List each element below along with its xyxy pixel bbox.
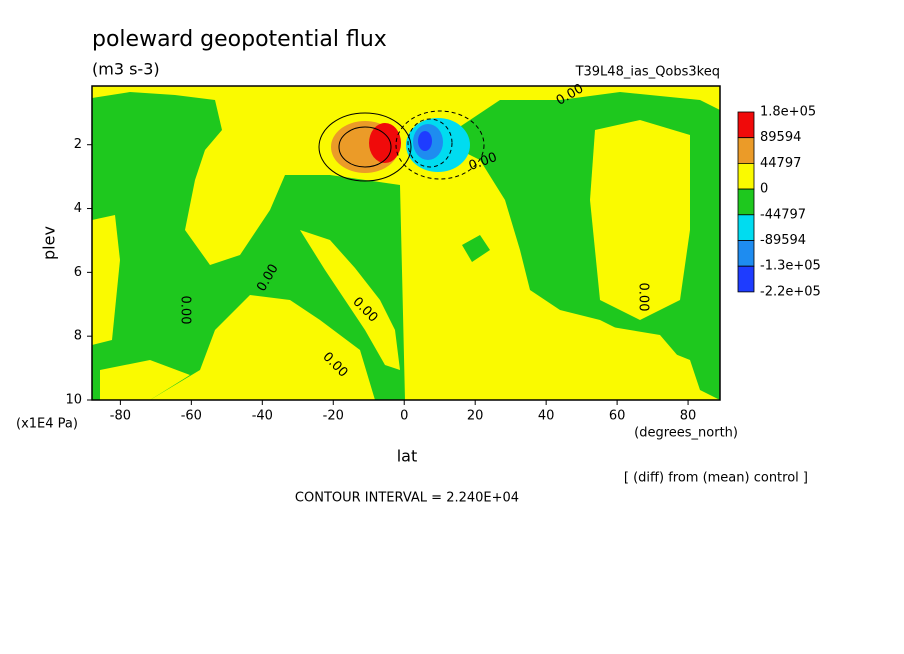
x-tick-label: -60 <box>181 409 202 424</box>
colorbar-label: 44797 <box>760 156 801 171</box>
y-axis-label: plev <box>40 226 59 260</box>
colorbar-label: -1.3e+05 <box>760 259 821 274</box>
y-tick-label: 10 <box>65 393 82 408</box>
x-tick-label: 0 <box>400 409 408 424</box>
colorbar-box <box>737 162 755 190</box>
contour-label: 0.00 <box>178 296 193 325</box>
contour-region <box>590 120 690 320</box>
colorbar-label: -89594 <box>760 233 806 248</box>
colorbar-label: 0 <box>760 182 768 197</box>
colorbar-box <box>737 214 755 241</box>
colorbar-label: -2.2e+05 <box>760 284 821 299</box>
colorbar-label: 1.8e+05 <box>760 105 816 120</box>
contour-line <box>318 112 412 182</box>
y-tick-label: 8 <box>74 329 82 344</box>
x-tick-label: 40 <box>538 409 555 424</box>
plot-frame <box>91 85 721 401</box>
contour-region <box>92 92 405 400</box>
colorbar-box <box>737 240 755 267</box>
contour-line <box>407 118 453 168</box>
chart-title: poleward geopotential flux <box>92 27 387 52</box>
contour-interval: CONTOUR INTERVAL = 2.240E+04 <box>295 491 519 506</box>
colorbar-box <box>737 188 755 216</box>
x-tick-label: -20 <box>323 409 344 424</box>
contour-region <box>369 123 401 163</box>
contour-region <box>100 360 190 400</box>
y-tick-label: 6 <box>74 265 82 280</box>
y-tick-label: 2 <box>74 137 82 152</box>
contour-line <box>338 126 392 168</box>
x-tick-label: 60 <box>609 409 626 424</box>
x-tick-label: 20 <box>467 409 484 424</box>
colorbar-label: -44797 <box>760 207 806 222</box>
y-units: (x1E4 Pa) <box>16 417 78 432</box>
contour-region <box>300 230 400 370</box>
x-tick-label: 80 <box>680 409 697 424</box>
colorbar-box <box>737 137 755 164</box>
run-label: T39L48_ias_Qobs3keq <box>575 65 720 80</box>
colorbar-box <box>737 111 755 139</box>
note: [ (diff) from (mean) control ] <box>624 471 808 486</box>
contour-region <box>462 235 490 262</box>
y-tick-label: 4 <box>74 201 82 216</box>
colorbar-box <box>737 265 755 293</box>
contour-region <box>540 325 700 400</box>
subtitle: (m3 s-3) <box>92 60 160 79</box>
x-tick-label: -80 <box>110 409 131 424</box>
contour-label: 0.00 <box>636 283 651 312</box>
x-tick-label: -40 <box>252 409 273 424</box>
contour-region <box>418 131 432 151</box>
x-units: (degrees_north) <box>634 426 738 441</box>
x-axis-label: lat <box>397 447 418 466</box>
colorbar-label: 89594 <box>760 130 801 145</box>
contour-region <box>92 215 120 345</box>
contour-line <box>395 110 485 180</box>
